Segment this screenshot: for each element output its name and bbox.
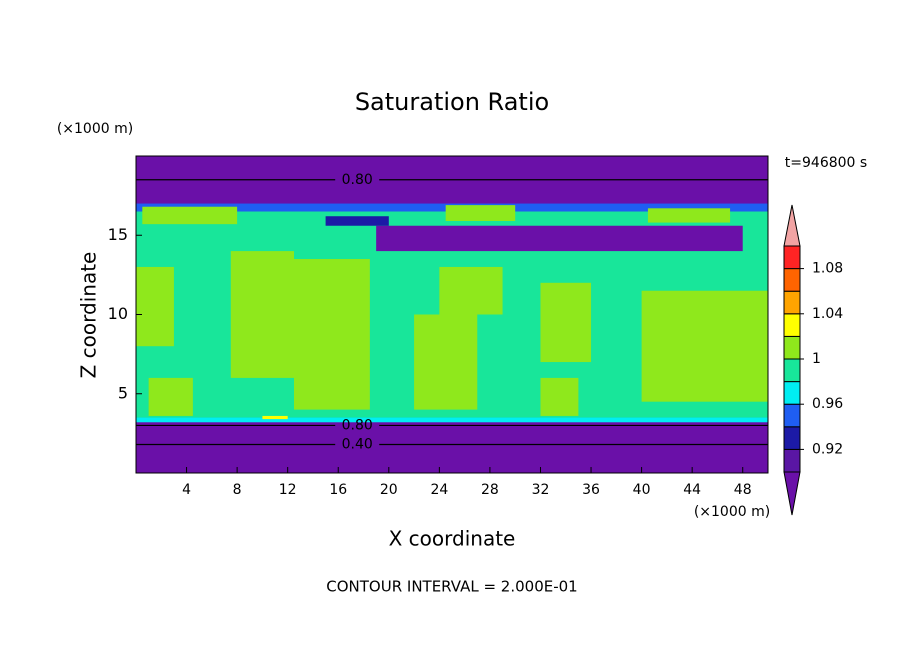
x-tick-label: 28 <box>481 482 499 498</box>
y-tick-label: 15 <box>108 225 128 244</box>
field-region <box>445 205 516 221</box>
colorbar-over <box>783 204 801 247</box>
colorbar-band <box>783 245 801 270</box>
colorbar-band <box>783 313 801 337</box>
field-region <box>414 314 478 410</box>
y-unit: (×1000 m) <box>57 121 133 137</box>
colorbar-band <box>783 381 801 405</box>
field-region <box>142 206 238 225</box>
colorbar-tick-label: 0.96 <box>812 396 843 412</box>
contour-label: 0.40 <box>342 436 373 452</box>
field-region <box>136 266 174 347</box>
x-axis-label: X coordinate <box>389 527 516 551</box>
field-region <box>148 377 193 416</box>
colorbar-tick-label: 1 <box>812 351 821 367</box>
footer-note: CONTOUR INTERVAL = 2.000E-01 <box>326 578 577 596</box>
field-region <box>376 225 743 252</box>
contour-label: 0.80 <box>342 172 373 188</box>
x-tick-label: 4 <box>182 482 191 498</box>
x-tick-label: 8 <box>233 482 242 498</box>
x-tick-label: 24 <box>430 482 448 498</box>
y-tick-label: 5 <box>118 383 128 402</box>
colorbar-band <box>783 403 801 428</box>
chart-title: Saturation Ratio <box>355 88 549 116</box>
field-region <box>136 417 768 423</box>
y-axis-label: Z coordinate <box>77 252 101 379</box>
x-tick-label: 48 <box>734 482 752 498</box>
x-tick-label: 44 <box>683 482 701 498</box>
x-tick-label: 36 <box>582 482 600 498</box>
x-unit: (×1000 m) <box>694 504 770 520</box>
field-region <box>647 208 731 223</box>
colorbar-under <box>783 471 801 516</box>
colorbar-tick-label: 0.92 <box>812 441 843 457</box>
field-region <box>439 266 503 315</box>
contour-label: 0.80 <box>342 417 373 433</box>
y-tick-label: 10 <box>108 304 128 323</box>
colorbar-tick-label: 1.04 <box>812 306 843 322</box>
colorbar-band <box>783 268 801 292</box>
field-region <box>540 377 579 416</box>
time-label: t=946800 s <box>785 155 867 171</box>
colorbar-band <box>783 290 801 315</box>
field-region <box>294 259 370 410</box>
colorbar-band <box>783 448 801 473</box>
x-tick-label: 40 <box>633 482 651 498</box>
x-tick-label: 12 <box>279 482 297 498</box>
x-tick-label: 16 <box>329 482 347 498</box>
colorbar-band <box>783 426 801 450</box>
field-region <box>641 290 768 402</box>
colorbar-band <box>783 358 801 383</box>
field-region <box>325 216 389 226</box>
field-region <box>540 282 592 363</box>
x-tick-label: 32 <box>532 482 550 498</box>
colorbar-band <box>783 335 801 360</box>
colorbar-tick-label: 1.08 <box>812 261 843 277</box>
field-region <box>230 251 294 378</box>
x-tick-label: 20 <box>380 482 398 498</box>
field-region <box>262 415 288 420</box>
